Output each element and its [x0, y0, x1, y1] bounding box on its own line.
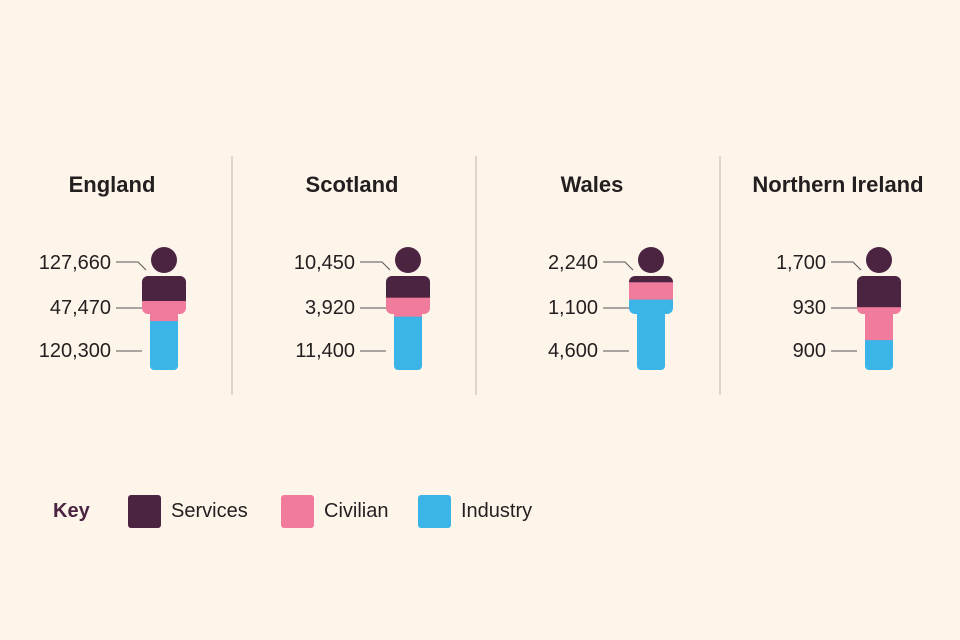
value-label-civilian: 47,470 — [50, 297, 111, 319]
person-figure — [142, 247, 186, 370]
value-label-services: 2,240 — [548, 252, 598, 274]
legend-swatch-services — [128, 495, 161, 528]
value-label-services: 10,450 — [294, 252, 355, 274]
value-label-civilian: 3,920 — [305, 297, 355, 319]
legend-title: Key — [53, 500, 91, 522]
value-label-civilian: 1,100 — [548, 297, 598, 319]
segment-services — [857, 247, 901, 308]
segment-civilian — [386, 297, 430, 318]
value-label-civilian: 930 — [793, 297, 826, 319]
value-label-industry: 900 — [793, 340, 826, 362]
panel-title: Northern Ireland — [752, 172, 923, 197]
panel-wales: Wales 2,240 1,100 4,600 — [548, 172, 673, 370]
legend-label-civilian: Civilian — [324, 500, 388, 522]
panel-england: England 127,660 47,470 120,300 — [39, 172, 186, 370]
leader-line — [360, 261, 391, 271]
segment-industry — [629, 299, 673, 370]
segment-civilian — [629, 282, 673, 301]
legend-swatch-civilian — [281, 495, 314, 528]
segment-services — [386, 247, 430, 299]
legend: Key Services Civilian Industry — [53, 495, 532, 528]
segment-industry — [142, 321, 186, 370]
panel-scotland: Scotland 10,450 3,920 11,400 — [294, 172, 430, 370]
panel-title: England — [69, 172, 156, 197]
value-label-services: 1,700 — [776, 252, 826, 274]
person-figure — [386, 247, 430, 370]
person-figure — [857, 247, 901, 370]
legend-label-services: Services — [171, 500, 248, 522]
person-figure — [629, 247, 673, 370]
legend-label-industry: Industry — [461, 500, 532, 522]
segment-services — [629, 247, 673, 283]
value-label-industry: 11,400 — [295, 340, 355, 362]
leader-line — [116, 261, 147, 271]
segment-industry — [857, 340, 901, 370]
segment-industry — [386, 316, 430, 370]
value-label-services: 127,660 — [39, 252, 111, 274]
panel-title: Wales — [561, 172, 624, 197]
panel-northern-ireland: Northern Ireland 1,700 930 900 — [752, 172, 924, 370]
segment-services — [142, 247, 186, 302]
value-label-industry: 4,600 — [548, 340, 598, 362]
leader-line — [603, 261, 634, 271]
segment-civilian — [857, 307, 901, 341]
panel-title: Scotland — [306, 172, 399, 197]
leader-line — [831, 261, 862, 271]
segment-civilian — [142, 301, 186, 322]
legend-swatch-industry — [418, 495, 451, 528]
value-label-industry: 120,300 — [39, 340, 111, 362]
